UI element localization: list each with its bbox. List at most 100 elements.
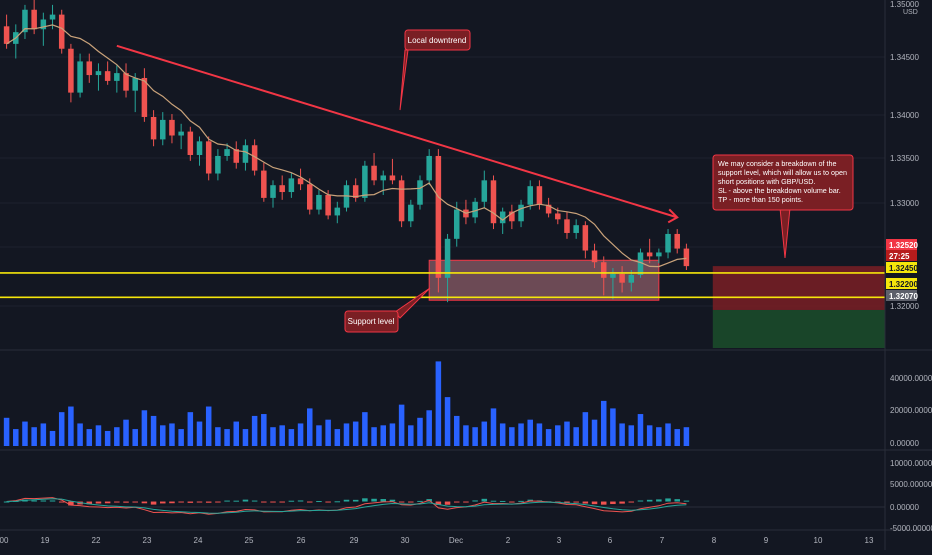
- callout-support[interactable]: Support level: [344, 287, 431, 333]
- volume-bar: [408, 425, 414, 446]
- price-axis[interactable]: 1.35000 USD 1.34500 1.34000 1.33500 1.33…: [890, 0, 919, 311]
- candle-body: [316, 194, 322, 210]
- volume-bar: [279, 425, 285, 446]
- macd-hist-bar: [187, 501, 194, 503]
- macd-hist-bar: [215, 501, 221, 503]
- macd-hist-bar: [352, 499, 359, 502]
- callout-support-text: Support level: [348, 317, 395, 326]
- volume-bar: [380, 425, 387, 446]
- candle-body: [352, 185, 359, 198]
- macd-hist-bar: [261, 501, 267, 503]
- volume-bar: [509, 427, 515, 446]
- candle-body: [224, 149, 230, 156]
- macd-hist-bar: [279, 501, 285, 503]
- volume-bar: [49, 430, 56, 446]
- currency-label: USD: [903, 9, 918, 16]
- macd-tick: 0.00000: [890, 503, 919, 512]
- support-price-badge: [886, 278, 917, 289]
- candle-body: [334, 207, 341, 216]
- volume-bar: [555, 425, 561, 446]
- candle-body: [527, 186, 533, 205]
- macd-hist-bar: [86, 501, 93, 505]
- candle-body: [242, 145, 249, 163]
- macd-hist-bar: [160, 501, 166, 504]
- volume-bar: [362, 412, 368, 446]
- macd-hist-bar: [169, 501, 175, 504]
- macd-hist-bar: [408, 501, 414, 503]
- volume-axis[interactable]: 40000.00000 20000.00000 0.00000: [890, 374, 932, 448]
- macd-hist-bar: [288, 500, 295, 502]
- candle-body: [132, 77, 138, 91]
- volume-bar: [31, 427, 37, 446]
- volume-bar: [251, 415, 258, 446]
- time-tick: 26: [297, 536, 306, 545]
- macd-hist-bar: [132, 501, 138, 503]
- time-tick: 19: [41, 536, 50, 545]
- trend-arrow-head: [667, 208, 679, 224]
- macd-hist-bar: [233, 500, 240, 502]
- candle-body: [518, 204, 524, 222]
- macd-hist-bar: [178, 501, 184, 503]
- macd-hist-bar: [205, 501, 212, 503]
- entry-price-badge: [886, 262, 917, 273]
- downtrend-line[interactable]: [116, 44, 678, 219]
- volume-bar: [417, 417, 423, 446]
- volume-bar: [178, 429, 184, 446]
- time-axis[interactable]: 00 19 22 23 24 25 26 29 30 Dec 2 3 6 6 7…: [0, 536, 874, 545]
- candle-body: [270, 185, 276, 198]
- candle-body: [251, 145, 258, 171]
- candle-body: [555, 213, 561, 220]
- macd-hist-bar: [683, 500, 690, 502]
- time-tick: 6: [608, 536, 613, 545]
- candle-body: [683, 248, 690, 267]
- candle-body: [389, 175, 396, 181]
- volume-bar: [141, 410, 148, 446]
- candle-body: [114, 73, 120, 81]
- time-tick: 10: [814, 536, 823, 545]
- callout-idea[interactable]: We may consider a breakdown of the suppo…: [712, 154, 854, 259]
- candle-body: [306, 184, 313, 210]
- volume-bar: [187, 412, 194, 446]
- volume-tick: 40000.00000: [890, 374, 932, 383]
- volume-bar: [343, 423, 350, 446]
- volume-bar: [463, 425, 469, 446]
- tp-price-badge: [886, 290, 917, 301]
- macd-tick: -5000.00000: [890, 524, 932, 533]
- candle-body: [536, 186, 543, 205]
- macd-hist-bar: [518, 500, 524, 502]
- idea-line-4: SL - above the breakdown volume bar.: [718, 186, 841, 195]
- candle-body: [123, 73, 129, 91]
- macd-hist-bar: [499, 500, 506, 502]
- callout-downtrend[interactable]: Local downtrend: [399, 29, 471, 111]
- macd-axis[interactable]: 10000.00000 5000.00000 0.00000 -5000.000…: [890, 459, 932, 533]
- candle-body: [233, 149, 240, 163]
- callout-support-box: [344, 310, 399, 333]
- volume-bar: [261, 414, 267, 446]
- macd-hist-bar: [95, 501, 102, 504]
- time-tick: 23: [143, 536, 152, 545]
- candle-body: [619, 273, 625, 283]
- price-tick: 1.33000: [890, 199, 919, 208]
- macd-hist-bar: [297, 500, 304, 502]
- idea-line-3: short positions with GBP/USD.: [718, 177, 815, 186]
- macd-hist-bar: [398, 501, 405, 503]
- macd-hist-bar: [114, 501, 120, 503]
- macd-hist-bar: [665, 498, 671, 502]
- candle-body: [68, 48, 74, 93]
- macd-hist-bar: [306, 501, 313, 503]
- candle-body: [398, 180, 405, 222]
- price-tick: 1.35000: [890, 0, 919, 9]
- candle-body: [178, 131, 184, 136]
- volume-bar: [86, 429, 93, 446]
- macd-hist-bar: [325, 501, 331, 503]
- candlestick-series: [3, 0, 690, 303]
- candle-body: [288, 178, 295, 193]
- macd-hist-bar: [444, 501, 451, 505]
- time-tick: 00: [0, 536, 9, 545]
- candle-body: [187, 131, 194, 155]
- volume-bar: [160, 425, 166, 446]
- price-tick: 1.34000: [890, 111, 919, 120]
- volume-bar: [68, 406, 74, 446]
- volume-bar: [582, 412, 589, 446]
